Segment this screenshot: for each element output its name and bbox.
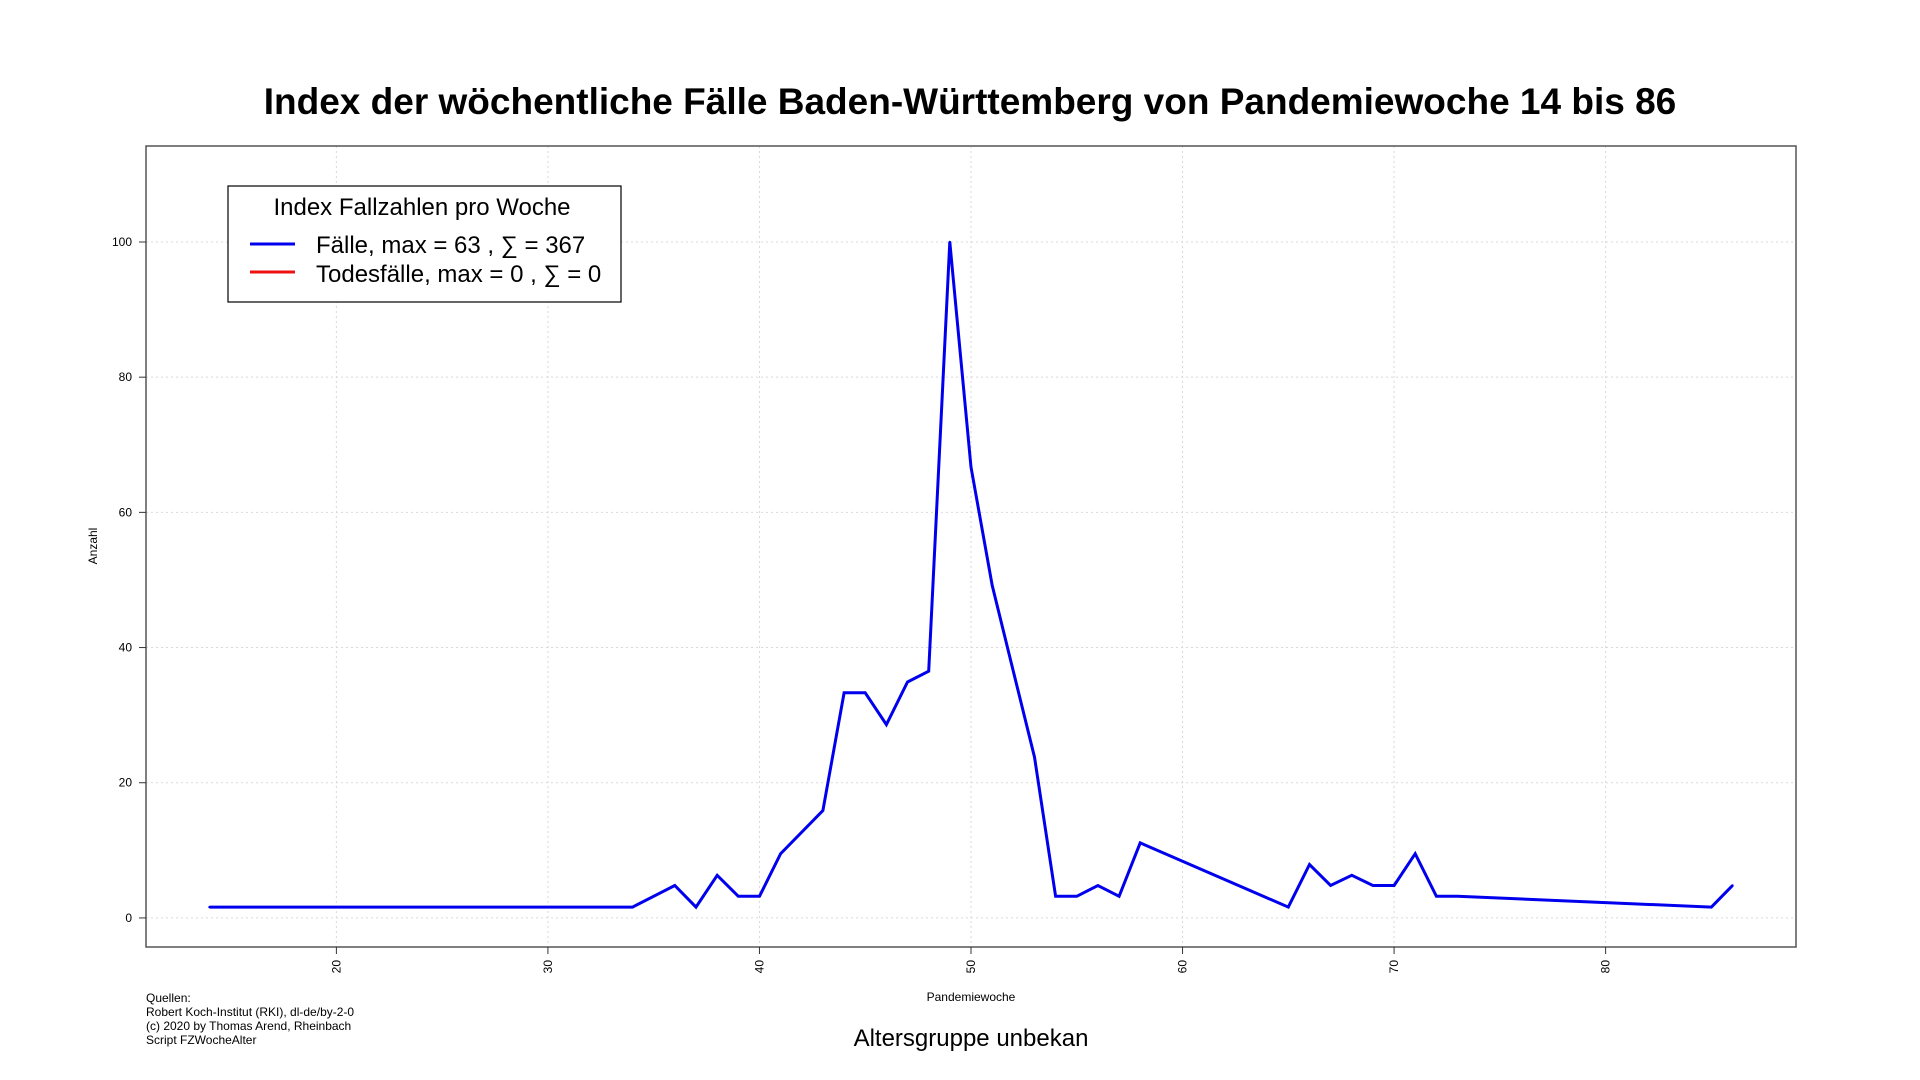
legend-title: Index Fallzahlen pro Woche xyxy=(273,194,570,221)
y-tick-label: 20 xyxy=(119,776,133,790)
data-point xyxy=(1012,670,1015,673)
chart-subtitle: Altersgruppe unbekan xyxy=(854,1025,1089,1052)
data-point xyxy=(1731,884,1734,887)
x-tick-label: 30 xyxy=(541,960,555,974)
data-point xyxy=(991,584,994,587)
data-point xyxy=(1054,895,1057,898)
x-tick-label: 50 xyxy=(964,960,978,974)
data-point xyxy=(737,895,740,898)
data-point xyxy=(1371,884,1375,887)
data-point xyxy=(1414,852,1417,855)
source-line: Robert Koch-Institut (RKI), dl-de/by-2-0 xyxy=(146,1005,354,1019)
grid-lines xyxy=(146,146,1796,947)
data-point xyxy=(631,905,634,909)
data-point xyxy=(779,852,782,855)
data-point xyxy=(1710,905,1713,909)
source-notes: Quellen: Robert Koch-Institut (RKI), dl-… xyxy=(146,991,354,1047)
x-axis-label: Pandemiewoche xyxy=(927,990,1016,1004)
chart-title: Index der wöchentliche Fälle Baden-Württ… xyxy=(264,81,1677,122)
data-point xyxy=(1139,841,1142,845)
data-point xyxy=(885,723,888,726)
data-point xyxy=(694,905,698,909)
y-tick-label: 60 xyxy=(119,505,133,519)
data-point xyxy=(1308,863,1311,866)
data-point xyxy=(1350,874,1354,877)
source-line: Script FZWocheAlter xyxy=(146,1033,256,1047)
data-point xyxy=(1075,895,1079,898)
data-point xyxy=(1435,895,1438,898)
data-point xyxy=(864,691,867,694)
y-tick-label: 80 xyxy=(119,370,133,384)
data-point xyxy=(1287,905,1290,909)
data-point xyxy=(927,670,930,673)
legend: Index Fallzahlen pro Woche Fälle, max = … xyxy=(227,185,622,303)
data-point xyxy=(716,874,719,877)
legend-label-cases: Fälle, max = 63 , ∑ = 367 xyxy=(316,232,585,259)
data-point xyxy=(673,884,676,887)
data-point xyxy=(1033,755,1036,759)
data-point xyxy=(1456,895,1459,898)
data-point xyxy=(758,895,761,898)
x-tick-label: 60 xyxy=(1176,960,1190,974)
source-line: Quellen: xyxy=(146,991,191,1005)
x-tick-label: 70 xyxy=(1387,960,1401,974)
data-point xyxy=(969,465,973,469)
x-tick-label: 80 xyxy=(1599,960,1613,974)
y-axis-ticks: 0 20 40 60 80 100 xyxy=(112,235,146,925)
y-tick-label: 40 xyxy=(119,641,133,655)
legend-label-deaths: Todesfälle, max = 0 , ∑ = 0 xyxy=(316,261,601,288)
x-axis-ticks: 20 30 40 50 60 70 80 xyxy=(329,947,1613,974)
data-point xyxy=(842,691,846,694)
source-line: (c) 2020 by Thomas Arend, Rheinbach xyxy=(146,1019,351,1033)
y-tick-label: 100 xyxy=(112,235,132,249)
data-point xyxy=(948,240,951,244)
data-point xyxy=(1117,895,1121,898)
y-tick-label: 0 xyxy=(125,911,132,925)
data-point xyxy=(1329,884,1332,887)
data-point xyxy=(821,809,825,812)
data-point xyxy=(208,905,211,909)
data-point xyxy=(1392,884,1396,887)
x-tick-label: 20 xyxy=(329,960,343,974)
data-series xyxy=(208,240,1734,910)
x-tick-label: 40 xyxy=(752,960,766,974)
y-axis-label: Anzahl xyxy=(86,528,100,565)
data-point xyxy=(906,680,909,684)
data-point xyxy=(1096,884,1100,887)
